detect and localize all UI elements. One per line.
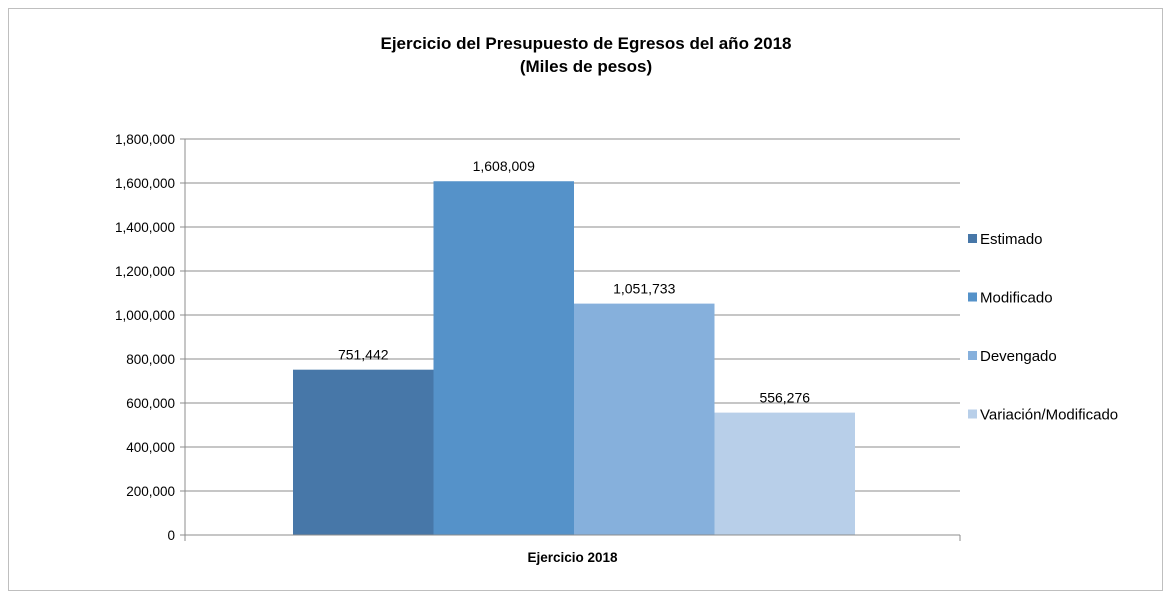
legend-label: Devengado	[980, 348, 1057, 365]
data-label: 751,442	[338, 347, 389, 363]
y-tick-label: 200,000	[126, 484, 175, 499]
data-label: 556,276	[759, 390, 810, 406]
y-tick-label: 400,000	[126, 440, 175, 455]
legend-label: Modificado	[980, 290, 1053, 307]
bars	[293, 181, 855, 535]
y-tick-label: 1,800,000	[115, 132, 175, 147]
y-tick-label: 1,400,000	[115, 220, 175, 235]
legend-label: Estimado	[980, 231, 1043, 248]
y-tick-label: 600,000	[126, 396, 175, 411]
legend-swatch	[968, 234, 977, 243]
y-tick-label: 800,000	[126, 352, 175, 367]
axes	[184, 139, 961, 541]
legend-swatch	[968, 292, 977, 302]
y-tick-label: 0	[167, 528, 175, 543]
bar-estimado	[293, 369, 434, 535]
bar-devengado	[574, 303, 715, 535]
legend-label: Variación/Modificado	[980, 407, 1118, 424]
chart-title: Ejercicio del Presupuesto de Egresos del…	[380, 34, 792, 53]
data-label: 1,051,733	[613, 281, 675, 297]
legend: Estimado Modificado Devengado Variación/Mod…	[968, 231, 1118, 424]
bar-modificado	[433, 181, 574, 535]
legend-swatch	[968, 409, 977, 419]
data-labels: 751,442 1,608,009 1,051,733 556,276	[338, 158, 810, 405]
y-axis-tick-labels: 0 200,000 400,000 600,000 800,000 1,000,000 1,…	[115, 132, 175, 543]
y-tick-label: 1,600,000	[115, 176, 175, 191]
y-tick-label: 1,000,000	[115, 308, 175, 323]
bar-variaci-n-modificado	[714, 412, 855, 535]
legend-swatch	[968, 351, 977, 360]
y-tick-label: 1,200,000	[115, 264, 175, 279]
chart-subtitle: (Miles de pesos)	[519, 57, 653, 76]
x-category-label: Ejercicio 2018	[527, 550, 618, 565]
x-axis-category-labels: Ejercicio 2018	[527, 550, 618, 565]
data-label: 1,608,009	[473, 158, 535, 174]
